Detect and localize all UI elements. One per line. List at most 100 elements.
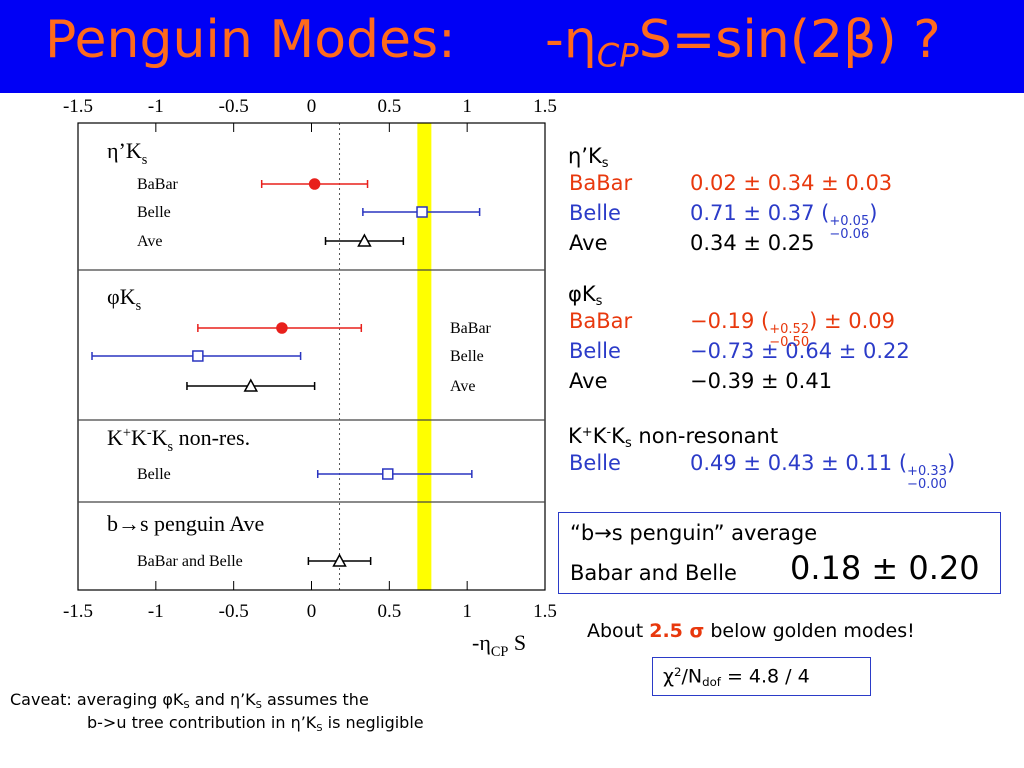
text-run: K (107, 425, 123, 450)
average-value: 0.18 ± 0.20 (790, 549, 980, 587)
stacked-error: +0.33 −0.00 (907, 465, 947, 491)
group-label: K+K-Ks non-res. (107, 425, 250, 455)
text-run: 0.71 ± 0.37 ( (690, 201, 830, 225)
text-run: K (592, 424, 607, 448)
x-tick-label: 0 (307, 601, 317, 622)
average-line1: “b→s penguin” average (570, 521, 818, 545)
title-right: -ηCPS=sin(2β) ? (545, 10, 941, 75)
error-down: −0.00 (907, 476, 947, 492)
caveat-line: b->u tree contribution in η’KS is neglig… (87, 713, 424, 734)
text-run: −0.39 ± 0.41 (690, 369, 833, 393)
text-run: s (136, 298, 142, 314)
text-run: K (131, 425, 147, 450)
note: About 2.5 σ below golden modes! (587, 620, 915, 642)
text-run: CP (596, 36, 639, 75)
text-run: s (624, 435, 632, 451)
result-name: BaBar (569, 171, 633, 195)
result-value: 0.71 ± 0.37 (+0.05 −0.06) (690, 201, 877, 241)
entry-name: BaBar (137, 176, 179, 193)
entry-name: Belle (137, 466, 171, 483)
marker (357, 233, 372, 247)
result-value: 0.49 ± 0.43 ± 0.11 (+0.33 −0.00) (690, 451, 955, 491)
x-tick-label: 0 (307, 96, 317, 117)
result-heading: K+K-Ks non-resonant (568, 424, 778, 451)
result-name: BaBar (569, 309, 633, 333)
text-run: ) (869, 201, 878, 225)
result-value: −0.73 ± 0.64 ± 0.22 (690, 339, 910, 363)
text-run: + (581, 424, 593, 440)
text-run: is negligible (322, 713, 424, 732)
marker (243, 378, 259, 392)
text-run: b→s penguin Ave (107, 511, 264, 536)
text-run: χ (663, 665, 674, 688)
x-axis-label: -ηCP S (472, 630, 526, 660)
x-tick-label: 1 (462, 96, 472, 117)
text-run: φK (568, 282, 596, 306)
entry-name: Ave (450, 378, 475, 395)
text-run: non-res. (173, 425, 250, 450)
text-run: Caveat: averaging φK (10, 690, 184, 709)
marker (192, 350, 204, 362)
average-line2: Babar and Belle (570, 561, 737, 585)
text-run: S (508, 630, 526, 655)
x-tick-label: -1 (148, 96, 164, 117)
entry-name: BaBar and Belle (137, 553, 243, 570)
text-run: s (601, 155, 609, 171)
error-up: +0.52 (769, 321, 810, 337)
text-run: -η (472, 630, 491, 655)
x-tick-label: 1.5 (533, 96, 557, 117)
chi2-box: χ2/Ndof = 4.8 / 4 (652, 657, 871, 696)
text-run: + (123, 425, 131, 441)
text-run: S (316, 722, 323, 734)
text-run: −0.19 ( (690, 309, 770, 333)
caveat-line: Caveat: averaging φKS and η’KS assumes t… (10, 690, 369, 711)
marker (332, 553, 347, 567)
x-tick-label: 1.5 (533, 601, 557, 622)
text-run: 2 (673, 665, 682, 679)
x-tick-label: -0.5 (219, 96, 249, 117)
text-run: non-resonant (631, 424, 779, 448)
golden-band (417, 123, 432, 590)
text-run: -η (545, 10, 597, 70)
group-label: η’Ks (107, 138, 148, 168)
result-value: 0.02 ± 0.34 ± 0.03 (690, 171, 892, 195)
error-bar (316, 470, 473, 478)
text-run: assumes the (261, 690, 369, 709)
text-run: 2.5 σ (649, 620, 705, 642)
text-run: φK (107, 284, 136, 309)
entry-name: BaBar (450, 320, 492, 337)
text-run: S=sin(2β) ? (638, 10, 941, 70)
title-left: Penguin Modes: (45, 10, 456, 70)
marker (276, 322, 288, 334)
text-run: −0.73 ± 0.64 ± 0.22 (690, 339, 910, 363)
text-run: ) (946, 451, 956, 475)
entry-name: Belle (450, 348, 484, 365)
text-run: b->u tree contribution in η’K (87, 713, 317, 732)
x-tick-label: -0.5 (219, 601, 249, 622)
text-run: About (587, 620, 650, 642)
stacked-error: +0.52 −0.50 (769, 323, 809, 349)
text-run: CP (491, 644, 509, 660)
result-name: Ave (569, 231, 608, 255)
chi2: χ2/Ndof = 4.8 / 4 (663, 665, 810, 689)
result-value: −0.39 ± 0.41 (690, 369, 832, 393)
error-down: −0.50 (769, 334, 810, 350)
marker (308, 178, 321, 190)
text-run: S (183, 699, 190, 711)
x-tick-label: -1.5 (63, 601, 93, 622)
text-run: K (568, 424, 582, 448)
marker (416, 206, 428, 218)
error-up: +0.33 (907, 463, 947, 479)
group-label: b→s penguin Ave (107, 511, 264, 536)
stacked-error: +0.05 −0.06 (829, 215, 869, 241)
x-tick-label: 0.5 (377, 96, 401, 117)
text-run: = 4.8 / 4 (720, 665, 810, 688)
error-up: +0.05 (829, 213, 870, 229)
text-run: 0.49 ± 0.43 ± 0.11 ( (690, 451, 908, 475)
result-heading: η’Ks (568, 144, 609, 171)
text-run: /N (681, 665, 703, 688)
entry-name: Belle (137, 204, 171, 221)
group-label: φKs (107, 284, 142, 314)
